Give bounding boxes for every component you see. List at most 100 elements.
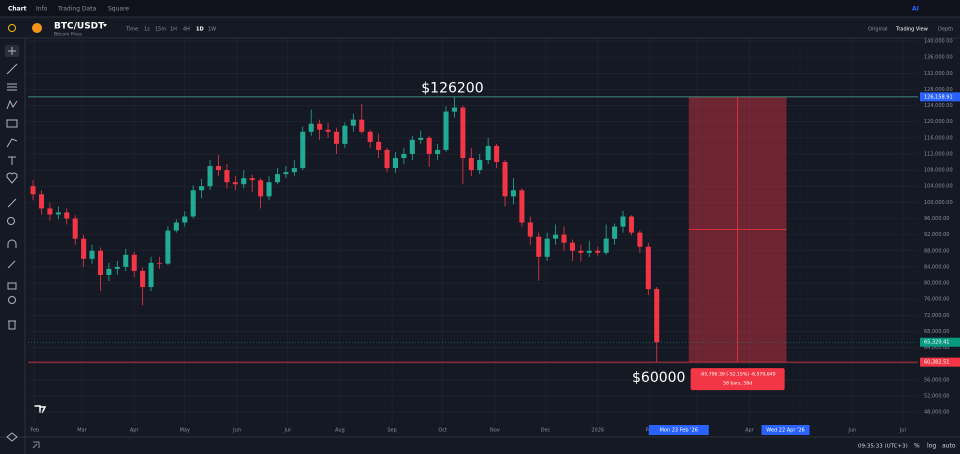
price-tag-label: 60,382.51 bbox=[924, 360, 949, 366]
view-tab-active[interactable]: Trading View bbox=[895, 27, 928, 33]
tool-zoom[interactable] bbox=[7, 217, 15, 225]
candle-body bbox=[106, 268, 112, 275]
tool-magnet[interactable] bbox=[7, 239, 17, 248]
symbol[interactable]: BTC/USDT bbox=[54, 22, 105, 32]
dropdown-arrow[interactable] bbox=[103, 24, 107, 27]
x-tick-label: Aug bbox=[335, 428, 345, 434]
date-tag bbox=[648, 425, 709, 435]
y-tick-label: 108,000.00 bbox=[924, 168, 953, 174]
scale-option[interactable]: auto bbox=[942, 443, 956, 450]
candle-body bbox=[97, 250, 104, 275]
price-tag-label: 126,158.91 bbox=[924, 94, 953, 100]
candle-body bbox=[536, 236, 542, 257]
tool-edit[interactable] bbox=[7, 260, 16, 269]
interval[interactable]: 4H bbox=[183, 27, 190, 33]
y-tick-label: 128,000.00 bbox=[924, 87, 953, 93]
nav-tab[interactable]: Trading Data bbox=[57, 6, 97, 13]
tool-icons[interactable] bbox=[6, 172, 18, 184]
candle-body bbox=[418, 137, 424, 140]
tool-range[interactable] bbox=[6, 119, 18, 128]
candle-body bbox=[148, 262, 154, 288]
candle-body bbox=[494, 145, 500, 163]
y-tick-label: 76,000.00 bbox=[924, 297, 949, 303]
candle-body bbox=[215, 166, 222, 171]
ai-button[interactable]: AI bbox=[912, 6, 919, 13]
nav-tab[interactable]: Square bbox=[108, 6, 129, 13]
nav-tab[interactable]: Info bbox=[36, 6, 48, 13]
y-tick-label: 96,000.00 bbox=[924, 216, 949, 222]
y-tick-label: 104,000.00 bbox=[924, 184, 953, 190]
date-tag-label: Wed 22 Apr '26 bbox=[766, 428, 804, 434]
candle-body bbox=[123, 254, 129, 267]
x-tick-label: Dec bbox=[541, 428, 551, 434]
tool-pattern[interactable] bbox=[6, 99, 18, 110]
top-nav bbox=[0, 0, 960, 17]
candle-body bbox=[38, 194, 45, 209]
candle-body bbox=[89, 250, 95, 259]
scale-option[interactable]: log bbox=[927, 443, 936, 450]
x-tick-label: Nov bbox=[490, 428, 500, 434]
candle-body bbox=[350, 119, 356, 126]
y-tick-label: 140,000.00 bbox=[924, 39, 953, 45]
x-tick-label: Jun bbox=[847, 428, 856, 434]
candle-body bbox=[156, 262, 163, 264]
clock: 09:35:33 (UTC+3) bbox=[858, 444, 908, 450]
candle-body bbox=[485, 145, 491, 161]
tool-lock[interactable] bbox=[7, 282, 17, 290]
x-tick-label: 2026 bbox=[591, 428, 604, 434]
candle-body bbox=[30, 186, 36, 195]
candle-body bbox=[443, 111, 449, 150]
x-tick-label: Jun bbox=[232, 428, 241, 434]
y-tick-label: 100,000.00 bbox=[924, 200, 953, 206]
y-tick-label: 116,000.00 bbox=[924, 135, 953, 141]
tool-ruler[interactable] bbox=[7, 198, 17, 208]
y-tick-label: 72,000.00 bbox=[924, 313, 949, 319]
y-tick-label: 132,000.00 bbox=[924, 71, 953, 77]
price-tag bbox=[920, 92, 960, 102]
candle-body bbox=[72, 218, 78, 239]
candle-body bbox=[569, 242, 575, 251]
date-tag bbox=[761, 425, 810, 435]
candle-body bbox=[165, 230, 171, 264]
scale-option[interactable]: % bbox=[914, 443, 920, 450]
y-tick-label: 68,000.00 bbox=[924, 329, 949, 335]
interval[interactable]: 1s bbox=[144, 27, 150, 33]
tool-layers[interactable] bbox=[6, 432, 18, 442]
favorite-icon[interactable] bbox=[8, 24, 16, 32]
date-tag-label: Mon 23 Feb '26 bbox=[660, 428, 698, 434]
y-tick-label: 84,000.00 bbox=[924, 264, 949, 270]
tool-brush[interactable] bbox=[6, 138, 18, 148]
annotation: $60000 bbox=[632, 370, 685, 386]
goto-icon[interactable] bbox=[32, 441, 40, 449]
x-tick-label: Sep bbox=[387, 428, 396, 434]
tool-text[interactable] bbox=[8, 156, 16, 165]
y-tick-label: 48,000.00 bbox=[924, 410, 949, 416]
candle-body bbox=[376, 141, 382, 150]
interval[interactable]: 1W bbox=[208, 27, 216, 33]
candle-body bbox=[81, 238, 87, 259]
tool-trendline[interactable] bbox=[6, 63, 18, 75]
price-tag-label: 65,320.41 bbox=[924, 340, 949, 346]
view-tab[interactable]: Depth bbox=[938, 27, 953, 33]
x-tick-label: Jul bbox=[284, 428, 291, 434]
interval[interactable]: 1H bbox=[170, 27, 177, 33]
candle-body bbox=[131, 254, 137, 271]
view-tab[interactable]: Original bbox=[868, 27, 888, 33]
tool-hide[interactable] bbox=[8, 296, 16, 304]
candle-body bbox=[620, 216, 626, 227]
candle-body bbox=[401, 153, 407, 158]
interval[interactable]: 15m bbox=[155, 27, 166, 33]
tool-fib[interactable] bbox=[7, 83, 17, 91]
candle-body bbox=[586, 250, 592, 253]
candle-body bbox=[55, 212, 61, 215]
nav-tab[interactable]: Chart bbox=[8, 6, 27, 13]
interval[interactable]: Time bbox=[125, 27, 138, 33]
candle-body bbox=[612, 226, 618, 239]
candle-body bbox=[628, 216, 634, 233]
interval-active[interactable]: 1D bbox=[196, 27, 204, 33]
candle-body bbox=[359, 119, 365, 132]
candle-body bbox=[561, 234, 567, 243]
x-tick-label: Apr bbox=[130, 428, 140, 434]
tool-delete[interactable] bbox=[8, 320, 16, 330]
